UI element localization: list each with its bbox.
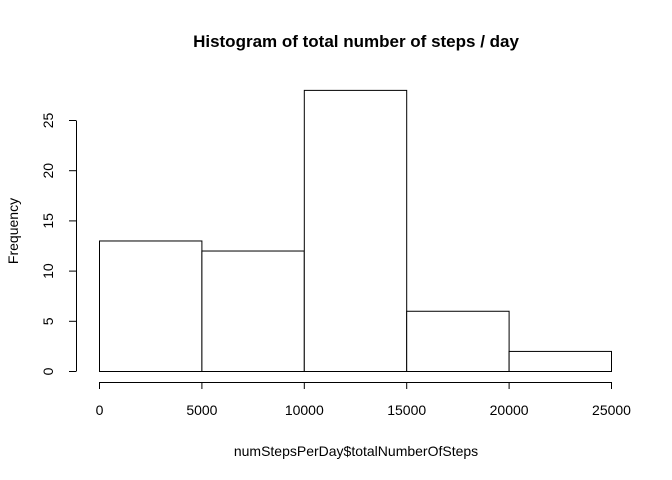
histogram-bar-0 [99, 240, 203, 372]
x-tick-label: 25000 [592, 402, 631, 418]
x-tick-label: 0 [96, 402, 104, 418]
histogram-bar-1 [201, 250, 305, 373]
histogram-bar-4 [508, 350, 613, 373]
histogram-bar-3 [406, 310, 510, 373]
y-tick-label: 10 [40, 263, 56, 279]
y-axis-label: Frequency [5, 198, 21, 264]
x-axis-label: numStepsPerDay$totalNumberOfSteps [234, 443, 478, 459]
chart-title: Histogram of total number of steps / day [193, 32, 519, 51]
y-tick-label: 0 [40, 367, 56, 375]
x-tick-label: 5000 [186, 402, 217, 418]
x-tick-label: 15000 [387, 402, 426, 418]
x-tick-label: 20000 [490, 402, 529, 418]
x-axis: 0 5000 10000 15000 20000 25000 [96, 382, 631, 418]
bars-group [99, 89, 613, 373]
y-axis: 0 5 10 15 20 25 [40, 113, 77, 375]
y-tick-label: 5 [40, 317, 56, 325]
y-tick-label: 15 [40, 213, 56, 229]
y-tick-label: 25 [40, 113, 56, 129]
histogram-bar-2 [303, 89, 408, 372]
y-tick-label: 20 [40, 163, 56, 179]
x-tick-label: 10000 [285, 402, 324, 418]
